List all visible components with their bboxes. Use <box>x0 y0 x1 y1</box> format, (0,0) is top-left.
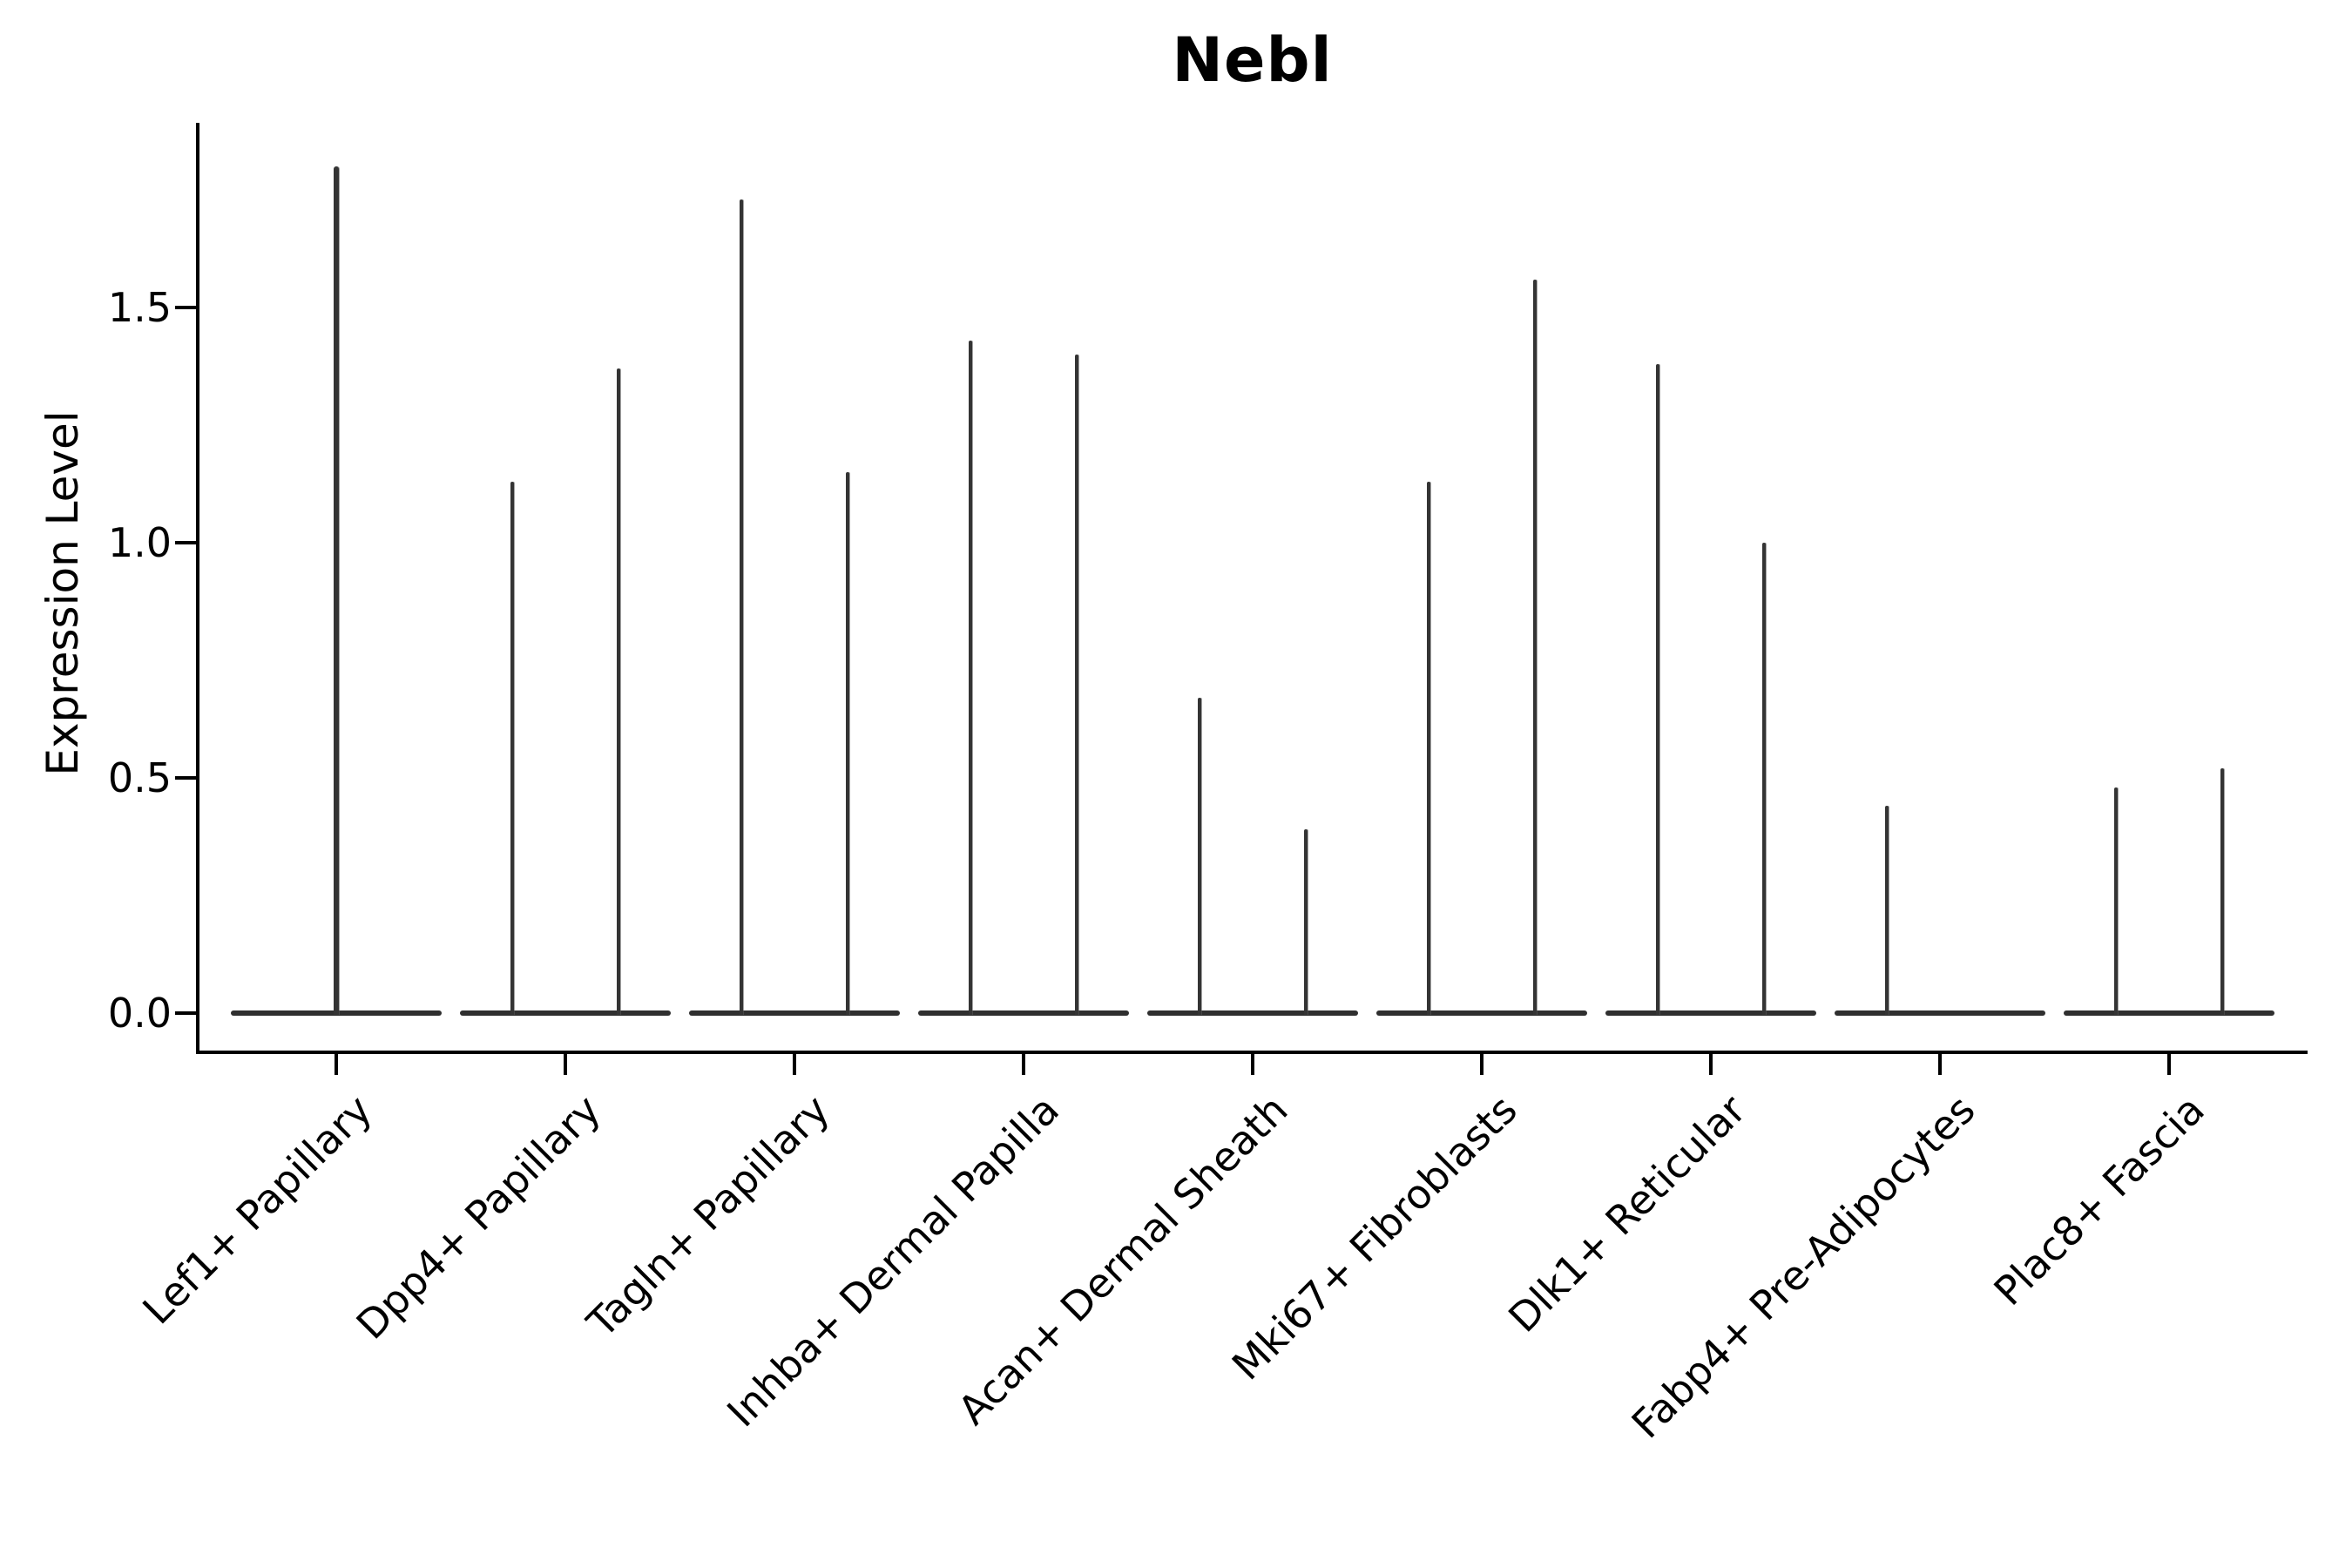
y-tick-label: 0.5 <box>107 754 172 801</box>
y-axis-label: Expression Level <box>37 410 88 776</box>
violin-spike <box>1762 543 1766 1015</box>
violin-baseline <box>918 1010 1129 1016</box>
violin-baseline <box>1835 1010 2045 1016</box>
violin-spike <box>1885 806 1889 1015</box>
x-tick-mark <box>564 1054 567 1075</box>
y-tick-label: 1.5 <box>107 284 172 331</box>
x-tick-label: Dlk1+ Reticular <box>1499 1085 1755 1342</box>
chart-title: Nebl <box>1172 24 1333 96</box>
x-tick-label: Dpp4+ Papillary <box>347 1085 610 1348</box>
x-tick-mark <box>1938 1054 1942 1075</box>
x-tick-label: Plac8+ Fascia <box>1984 1085 2213 1315</box>
x-tick-mark <box>1251 1054 1254 1075</box>
violin-spike <box>1075 355 1078 1015</box>
violin-spike <box>1533 279 1537 1015</box>
violin-baseline <box>689 1010 900 1016</box>
violin-baseline <box>1605 1010 1816 1016</box>
x-tick-label: Lef1+ Papillary <box>132 1085 381 1334</box>
violin-spike <box>846 472 849 1015</box>
y-tick-mark <box>175 306 196 309</box>
x-tick-label: Tagln+ Papillary <box>578 1085 839 1347</box>
x-axis-line <box>196 1051 2308 1054</box>
violin-spike <box>1656 363 1659 1015</box>
violin-spike <box>2114 787 2118 1015</box>
y-axis-line <box>196 123 199 1054</box>
violin-spike <box>740 199 743 1015</box>
violin-baseline <box>1147 1010 1358 1016</box>
x-tick-mark <box>2167 1054 2171 1075</box>
violin-spike <box>334 166 339 1015</box>
violin-spike <box>969 340 972 1015</box>
y-tick-mark <box>175 1011 196 1015</box>
x-tick-mark <box>1480 1054 1484 1075</box>
y-tick-label: 0.0 <box>107 990 172 1037</box>
violin-spike <box>1304 829 1308 1015</box>
x-tick-mark <box>1709 1054 1713 1075</box>
y-tick-mark <box>175 776 196 780</box>
y-tick-mark <box>175 541 196 544</box>
violin-spike <box>1427 481 1430 1015</box>
violin-baseline <box>460 1010 671 1016</box>
y-tick-label: 1.0 <box>107 519 172 566</box>
violin-baseline <box>2064 1010 2274 1016</box>
violin-spike <box>617 368 620 1015</box>
violin-baseline <box>1376 1010 1587 1016</box>
violin-spike <box>2220 768 2224 1015</box>
x-tick-mark <box>1022 1054 1025 1075</box>
violin-spike <box>1198 698 1201 1015</box>
x-tick-mark <box>335 1054 338 1075</box>
x-tick-mark <box>793 1054 796 1075</box>
violin-spike <box>510 481 514 1015</box>
